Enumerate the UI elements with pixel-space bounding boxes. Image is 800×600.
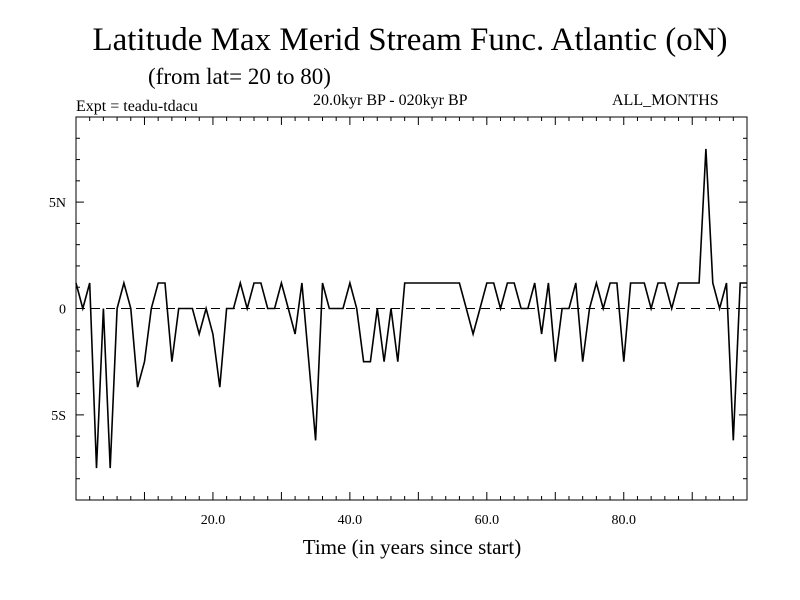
- axis-ticks: [76, 117, 747, 500]
- x-tick-label: 80.0: [612, 513, 637, 528]
- y-tick-label: 5S: [51, 409, 66, 424]
- axis-tick-labels: 20.0 40.0 60.0 80.0 5N 0 5S: [49, 196, 636, 528]
- chart-subtitle: (from lat= 20 to 80): [148, 64, 331, 89]
- months-label: ALL_MONTHS: [612, 92, 719, 109]
- series-line: [75, 148, 747, 469]
- y-tick-label: 5N: [49, 196, 66, 211]
- period-label: 20.0kyr BP - 020kyr BP: [313, 92, 468, 109]
- x-tick-label: 60.0: [475, 513, 500, 528]
- x-axis-label: Time (in years since start): [303, 535, 522, 559]
- experiment-label: Expt = teadu-tdacu: [76, 98, 198, 115]
- x-tick-label: 20.0: [201, 513, 226, 528]
- chart-title: Latitude Max Merid Stream Func. Atlantic…: [92, 22, 728, 58]
- y-tick-label: 0: [59, 303, 66, 318]
- x-tick-label: 40.0: [338, 513, 363, 528]
